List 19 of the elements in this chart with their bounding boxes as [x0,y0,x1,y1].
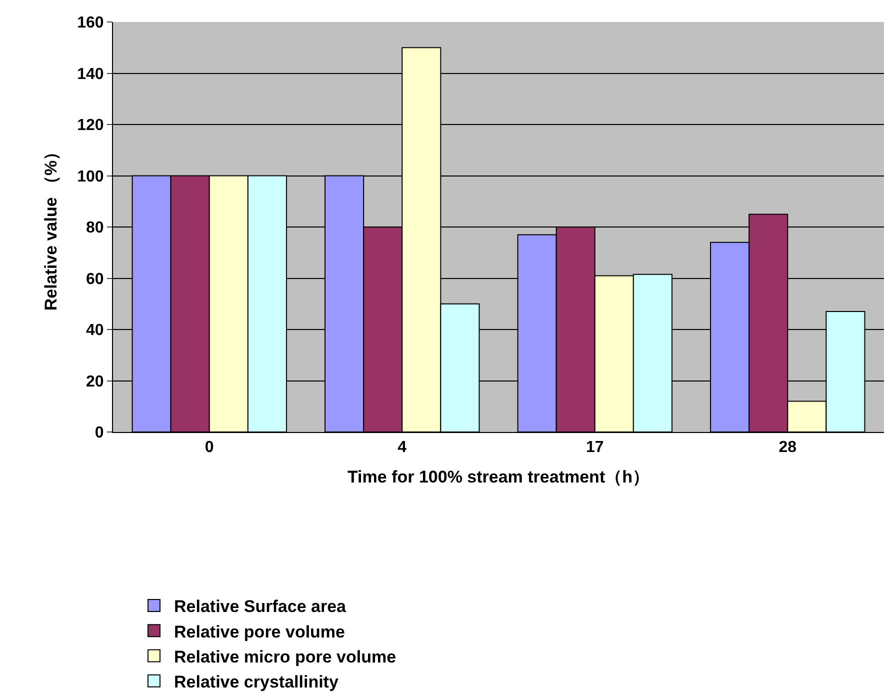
y-tick-label: 0 [94,424,104,442]
legend-label: Relative crystallinity [174,672,339,692]
legend-label: Relative pore volume [174,622,346,642]
y-tick-label: 80 [86,220,104,237]
legend-label: Relative Surface area [174,597,347,616]
y-tick-label: 140 [77,66,104,83]
x-tick-label: 4 [398,439,407,456]
y-tick-label: 160 [77,14,104,32]
legend-label: Relative micro pore volume [174,647,396,666]
x-tick-label: 17 [586,439,604,456]
y-axis-title: Relative value （%） [42,143,61,311]
y-tick-label: 20 [86,373,104,390]
x-axis-title: Time for 100% stream treatment（h） [347,468,650,487]
x-tick-label: 28 [778,439,797,456]
y-tick-label: 40 [86,322,104,340]
x-tick-label: 0 [204,439,214,456]
y-tick-label: 100 [77,168,104,186]
y-tick-label: 60 [86,270,104,288]
y-tick-label: 120 [77,117,104,134]
